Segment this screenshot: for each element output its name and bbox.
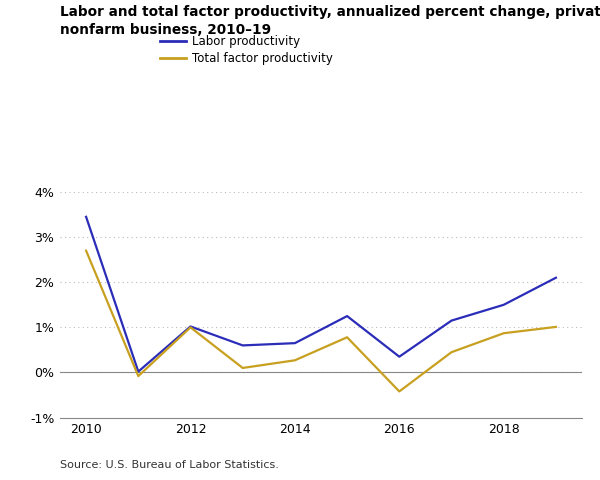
Text: Labor and total factor productivity, annualized percent change, private
nonfarm : Labor and total factor productivity, ann… — [60, 5, 600, 37]
Legend: Labor productivity, Total factor productivity: Labor productivity, Total factor product… — [160, 36, 332, 65]
Text: Source: U.S. Bureau of Labor Statistics.: Source: U.S. Bureau of Labor Statistics. — [60, 460, 279, 470]
